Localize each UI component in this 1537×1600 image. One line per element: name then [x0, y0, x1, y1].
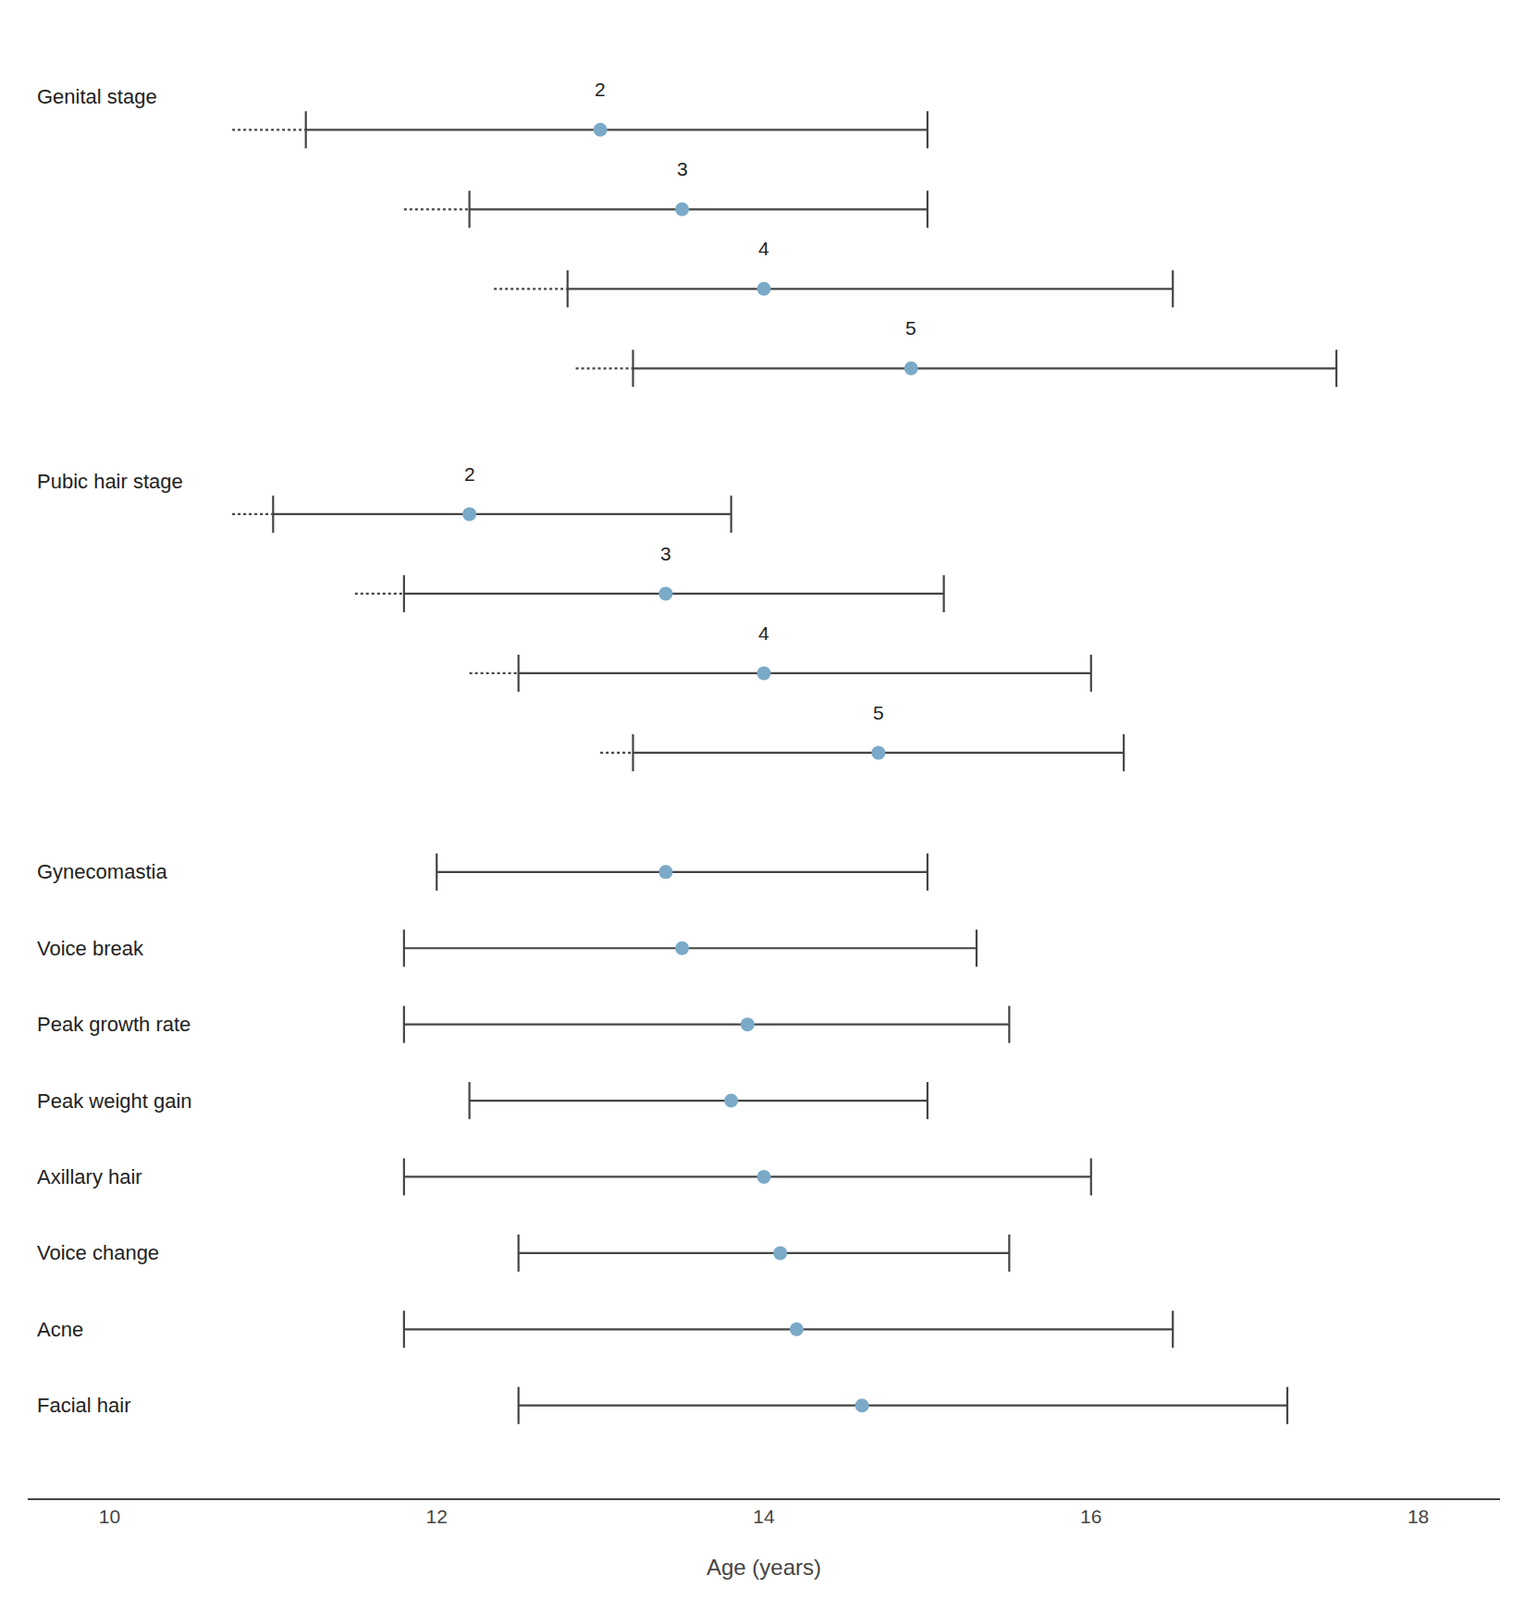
svg-text:Voice break: Voice break — [36, 936, 145, 960]
svg-text:Genital stage: Genital stage — [36, 85, 158, 109]
svg-text:Age (years): Age (years) — [706, 1554, 822, 1580]
svg-text:Acne: Acne — [36, 1317, 84, 1341]
svg-text:14: 14 — [752, 1505, 775, 1527]
svg-text:Pubic hair stage: Pubic hair stage — [36, 469, 184, 493]
svg-text:10: 10 — [98, 1505, 121, 1527]
svg-text:4: 4 — [758, 237, 770, 259]
svg-text:Axillary hair: Axillary hair — [36, 1165, 143, 1189]
svg-text:Gynecomastia: Gynecomastia — [36, 860, 168, 884]
svg-text:4: 4 — [758, 622, 770, 644]
svg-text:5: 5 — [905, 317, 917, 339]
svg-text:Facial hair: Facial hair — [36, 1393, 131, 1417]
svg-text:18: 18 — [1407, 1505, 1429, 1527]
svg-text:3: 3 — [676, 158, 689, 180]
svg-text:Voice change: Voice change — [36, 1241, 160, 1265]
svg-text:Peak weight gain: Peak weight gain — [36, 1089, 193, 1113]
svg-text:12: 12 — [426, 1505, 448, 1527]
svg-text:3: 3 — [660, 542, 672, 565]
svg-text:5: 5 — [873, 701, 885, 724]
svg-text:2: 2 — [464, 463, 476, 485]
svg-text:16: 16 — [1080, 1505, 1102, 1527]
svg-text:2: 2 — [594, 78, 606, 100]
svg-text:Peak growth rate: Peak growth rate — [36, 1012, 191, 1036]
